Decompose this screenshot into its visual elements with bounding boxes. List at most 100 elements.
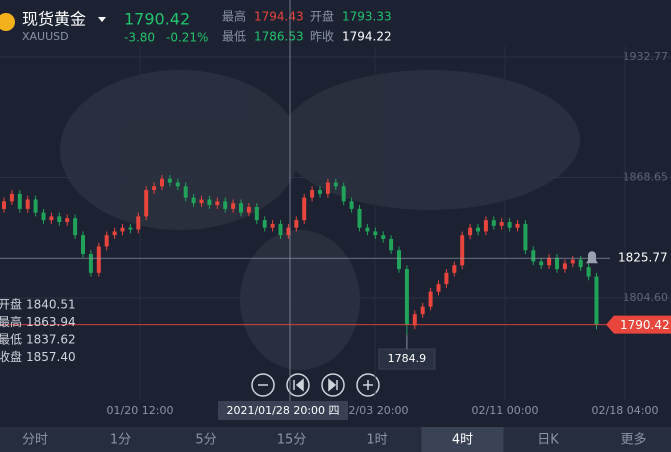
candle-body (476, 227, 480, 232)
candle-body (231, 203, 236, 209)
candle-body (491, 220, 496, 226)
info-label: 开盘 (0, 297, 22, 312)
candle-body (452, 265, 457, 273)
candle-body (33, 199, 38, 213)
tab-active-bg (421, 427, 504, 452)
candle-body (594, 276, 599, 325)
x-tick-label: 01/20 12:00 (107, 404, 174, 417)
candle-body (2, 201, 6, 209)
crosshair-time: 2021/01/28 20:00 四 (226, 404, 339, 417)
next[interactable] (321, 373, 345, 397)
dropdown-arrow[interactable] (98, 17, 106, 22)
candle-body (333, 182, 338, 187)
instrument-name[interactable]: 现货黄金 (22, 10, 86, 29)
candle-body (207, 199, 212, 206)
candle-body (191, 197, 196, 204)
candle-body (562, 263, 567, 270)
candle-body (586, 267, 591, 277)
zoom-in[interactable] (356, 373, 380, 397)
tab[interactable]: 15分 (277, 433, 307, 448)
tab[interactable]: 1分 (110, 433, 131, 448)
candle-body (468, 227, 473, 236)
candle-body (223, 201, 228, 209)
info-label: 收盘 (0, 349, 22, 364)
crosshair-time-box (218, 401, 348, 420)
candle-body (412, 314, 417, 326)
candle-body (25, 199, 30, 209)
candle-body (373, 231, 378, 236)
stat-label: 昨收 (310, 30, 334, 44)
x-tick-label: 02/11 00:00 (472, 404, 539, 417)
candle-body (215, 201, 220, 206)
candle-body (239, 203, 243, 213)
change: -3.80 (124, 31, 155, 45)
low-label: 1784.9 (388, 352, 427, 365)
crosshair-value: 1825.77 (618, 251, 668, 265)
last-price: 1790.42 (620, 318, 670, 332)
info-label: 最低 (0, 333, 22, 347)
candle-body (144, 190, 149, 217)
candle-body (420, 306, 425, 315)
stat-value: 1794.43 (254, 10, 304, 24)
info-value: 1863.94 (26, 315, 76, 329)
candle-body (49, 216, 54, 221)
candle-body (404, 269, 409, 325)
candle-body (389, 238, 394, 251)
tab[interactable]: 更多 (620, 432, 646, 448)
zoom-out[interactable] (251, 373, 275, 397)
candle-body (570, 259, 575, 264)
info-value: 1857.40 (26, 350, 76, 364)
candle-body (183, 186, 188, 198)
tab[interactable]: 1时 (366, 433, 387, 448)
candle-body (160, 178, 164, 187)
x-tick-label: 02/18 04:00 (592, 404, 659, 417)
candle-body (120, 227, 125, 232)
candle-body (17, 193, 22, 209)
candle-body (444, 272, 449, 285)
candle-body (310, 190, 315, 198)
candle-body (254, 206, 259, 221)
y-tick-label: 1932.77 (623, 50, 669, 63)
tab[interactable]: 分时 (22, 433, 48, 448)
candle-body (428, 291, 433, 307)
candle-body (167, 178, 172, 183)
nav-buttons (251, 373, 380, 397)
info-value: 1837.62 (26, 333, 76, 347)
stat-label: 开盘 (310, 9, 334, 24)
candle-body (128, 227, 133, 230)
candle-body (325, 182, 330, 194)
candle-body (104, 235, 109, 247)
candle-body (578, 259, 583, 268)
candle-body (65, 218, 70, 223)
candle-body (270, 223, 275, 228)
x-tick-label: 02/03 20:00 (342, 404, 409, 417)
price: 1790.42 (124, 10, 190, 29)
tab[interactable]: 5分 (195, 433, 216, 448)
candle-body (460, 235, 465, 266)
candle-body (357, 208, 362, 228)
candle-body (483, 220, 488, 232)
candle-body (286, 227, 291, 236)
stat-value: 1793.33 (342, 10, 392, 24)
candle-body (555, 257, 559, 270)
candle-body (499, 222, 504, 226)
candle-body (278, 223, 283, 236)
candle-body (152, 186, 157, 191)
logo (0, 13, 15, 31)
candle-body (318, 190, 322, 194)
candle-body (246, 206, 251, 213)
stat-label: 最高 (222, 9, 246, 24)
candle-body (73, 218, 78, 236)
prev[interactable] (286, 373, 310, 397)
tab[interactable]: 日K (537, 433, 559, 448)
tab[interactable]: 4时 (452, 433, 473, 448)
info-value: 1840.51 (26, 298, 76, 312)
candle-body (341, 186, 346, 202)
candle-body (96, 246, 101, 273)
last-price-tag (606, 315, 671, 334)
candle-body (175, 182, 180, 187)
candle-body (349, 201, 354, 209)
candle-body (57, 216, 62, 223)
